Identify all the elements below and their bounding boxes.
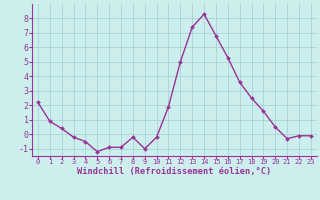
X-axis label: Windchill (Refroidissement éolien,°C): Windchill (Refroidissement éolien,°C) <box>77 167 272 176</box>
